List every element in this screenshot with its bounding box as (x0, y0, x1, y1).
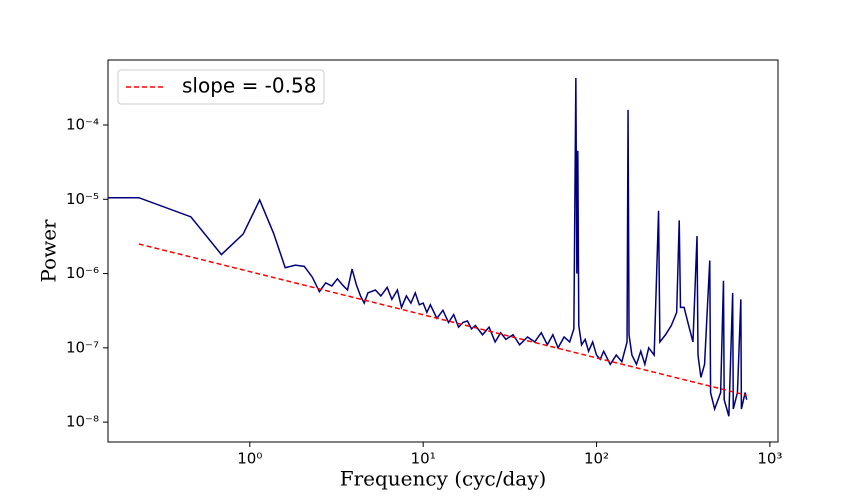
y-tick-label: 10⁻⁶ (66, 264, 99, 282)
x-tick-label: 10¹ (411, 450, 436, 468)
legend-box (117, 69, 325, 105)
x-axis-label: Frequency (cyc/day) (340, 467, 547, 491)
x-tick-label: 10² (584, 450, 609, 468)
y-tick-label: 10⁻⁷ (66, 338, 99, 356)
y-tick-label: 10⁻⁵ (66, 190, 99, 208)
x-tick-label: 10³ (757, 450, 782, 468)
data-line (138, 243, 747, 396)
legend-label: slope = -0.58 (182, 74, 316, 98)
x-tick-label: 10⁰ (237, 450, 262, 468)
y-axis-label: Power (37, 219, 61, 283)
data-line (108, 77, 748, 417)
y-tick-label: 10⁻⁸ (66, 413, 99, 431)
y-tick-label: 10⁻⁴ (66, 116, 99, 134)
plot-frame (107, 59, 779, 443)
